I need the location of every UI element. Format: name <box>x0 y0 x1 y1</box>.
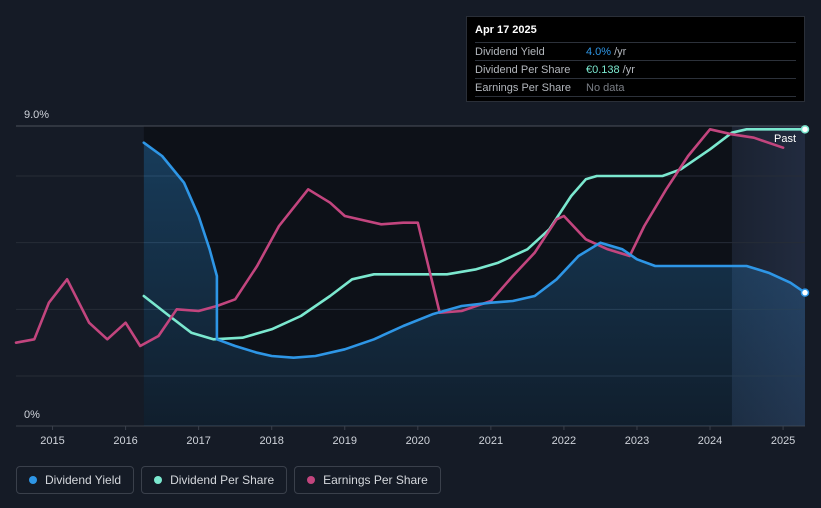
x-tick-label: 2021 <box>479 435 503 447</box>
x-tick-label: 2024 <box>698 435 722 447</box>
legend-dot-icon <box>29 476 37 484</box>
legend-item-dividend-yield[interactable]: Dividend Yield <box>16 466 135 494</box>
x-tick-label: 2018 <box>259 435 283 447</box>
tooltip-row-earnings-per-share: Earnings Per Share No data <box>475 78 796 97</box>
x-tick-label: 2022 <box>552 435 576 447</box>
x-tick-label: 2015 <box>40 435 64 447</box>
tooltip-row-dividend-per-share: Dividend Per Share €0.138 /yr <box>475 60 796 78</box>
legend: Dividend Yield Dividend Per Share Earnin… <box>16 466 441 494</box>
end-marker-dividend-yield <box>800 288 810 297</box>
past-label: Past <box>774 133 796 145</box>
legend-label: Dividend Yield <box>45 473 122 487</box>
end-marker-dividend-per-share <box>800 125 810 134</box>
y-tick-label-bottom: 0% <box>24 409 40 421</box>
tooltip-row-dividend-yield: Dividend Yield 4.0% /yr <box>475 42 796 60</box>
tooltip-unit: /yr <box>622 63 635 76</box>
legend-label: Dividend Per Share <box>170 473 275 487</box>
x-tick-label: 2017 <box>186 435 210 447</box>
legend-dot-icon <box>307 476 316 484</box>
legend-item-earnings-per-share[interactable]: Earnings Per Share <box>294 466 441 494</box>
tooltip-label: Dividend Yield <box>475 45 545 58</box>
tooltip-label: Earnings Per Share <box>475 81 571 94</box>
x-axis-ticks: 2015 2016 2017 2018 2019 2020 2021 2022 2023 2024… <box>40 426 795 447</box>
legend-item-dividend-per-share[interactable]: Dividend Per Share <box>141 466 288 494</box>
tooltip-value: €0.138 <box>586 63 620 76</box>
y-tick-label-top: 9.0% <box>24 109 49 121</box>
legend-dot-icon <box>154 476 163 484</box>
tooltip: Apr 17 2025 Dividend Yield 4.0% /yr Divi… <box>466 16 805 102</box>
x-tick-label: 2023 <box>625 435 649 447</box>
yield-area <box>143 142 806 426</box>
tooltip-unit: /yr <box>614 45 627 58</box>
x-tick-label: 2020 <box>406 435 430 447</box>
yield-area-layer <box>143 142 806 426</box>
tooltip-label: Dividend Per Share <box>475 63 571 76</box>
tooltip-date: Apr 17 2025 <box>475 24 537 36</box>
line-dividend-yield <box>142 141 807 359</box>
tooltip-value: 4.0% <box>586 45 612 58</box>
line-earnings-per-share <box>14 128 785 348</box>
series-lines <box>14 125 810 359</box>
x-tick-label: 2025 <box>771 435 795 447</box>
x-tick-label: 2019 <box>333 435 357 447</box>
legend-label: Earnings Per Share <box>323 473 428 487</box>
tooltip-value: No data <box>586 81 625 94</box>
x-tick-label: 2016 <box>113 435 137 447</box>
